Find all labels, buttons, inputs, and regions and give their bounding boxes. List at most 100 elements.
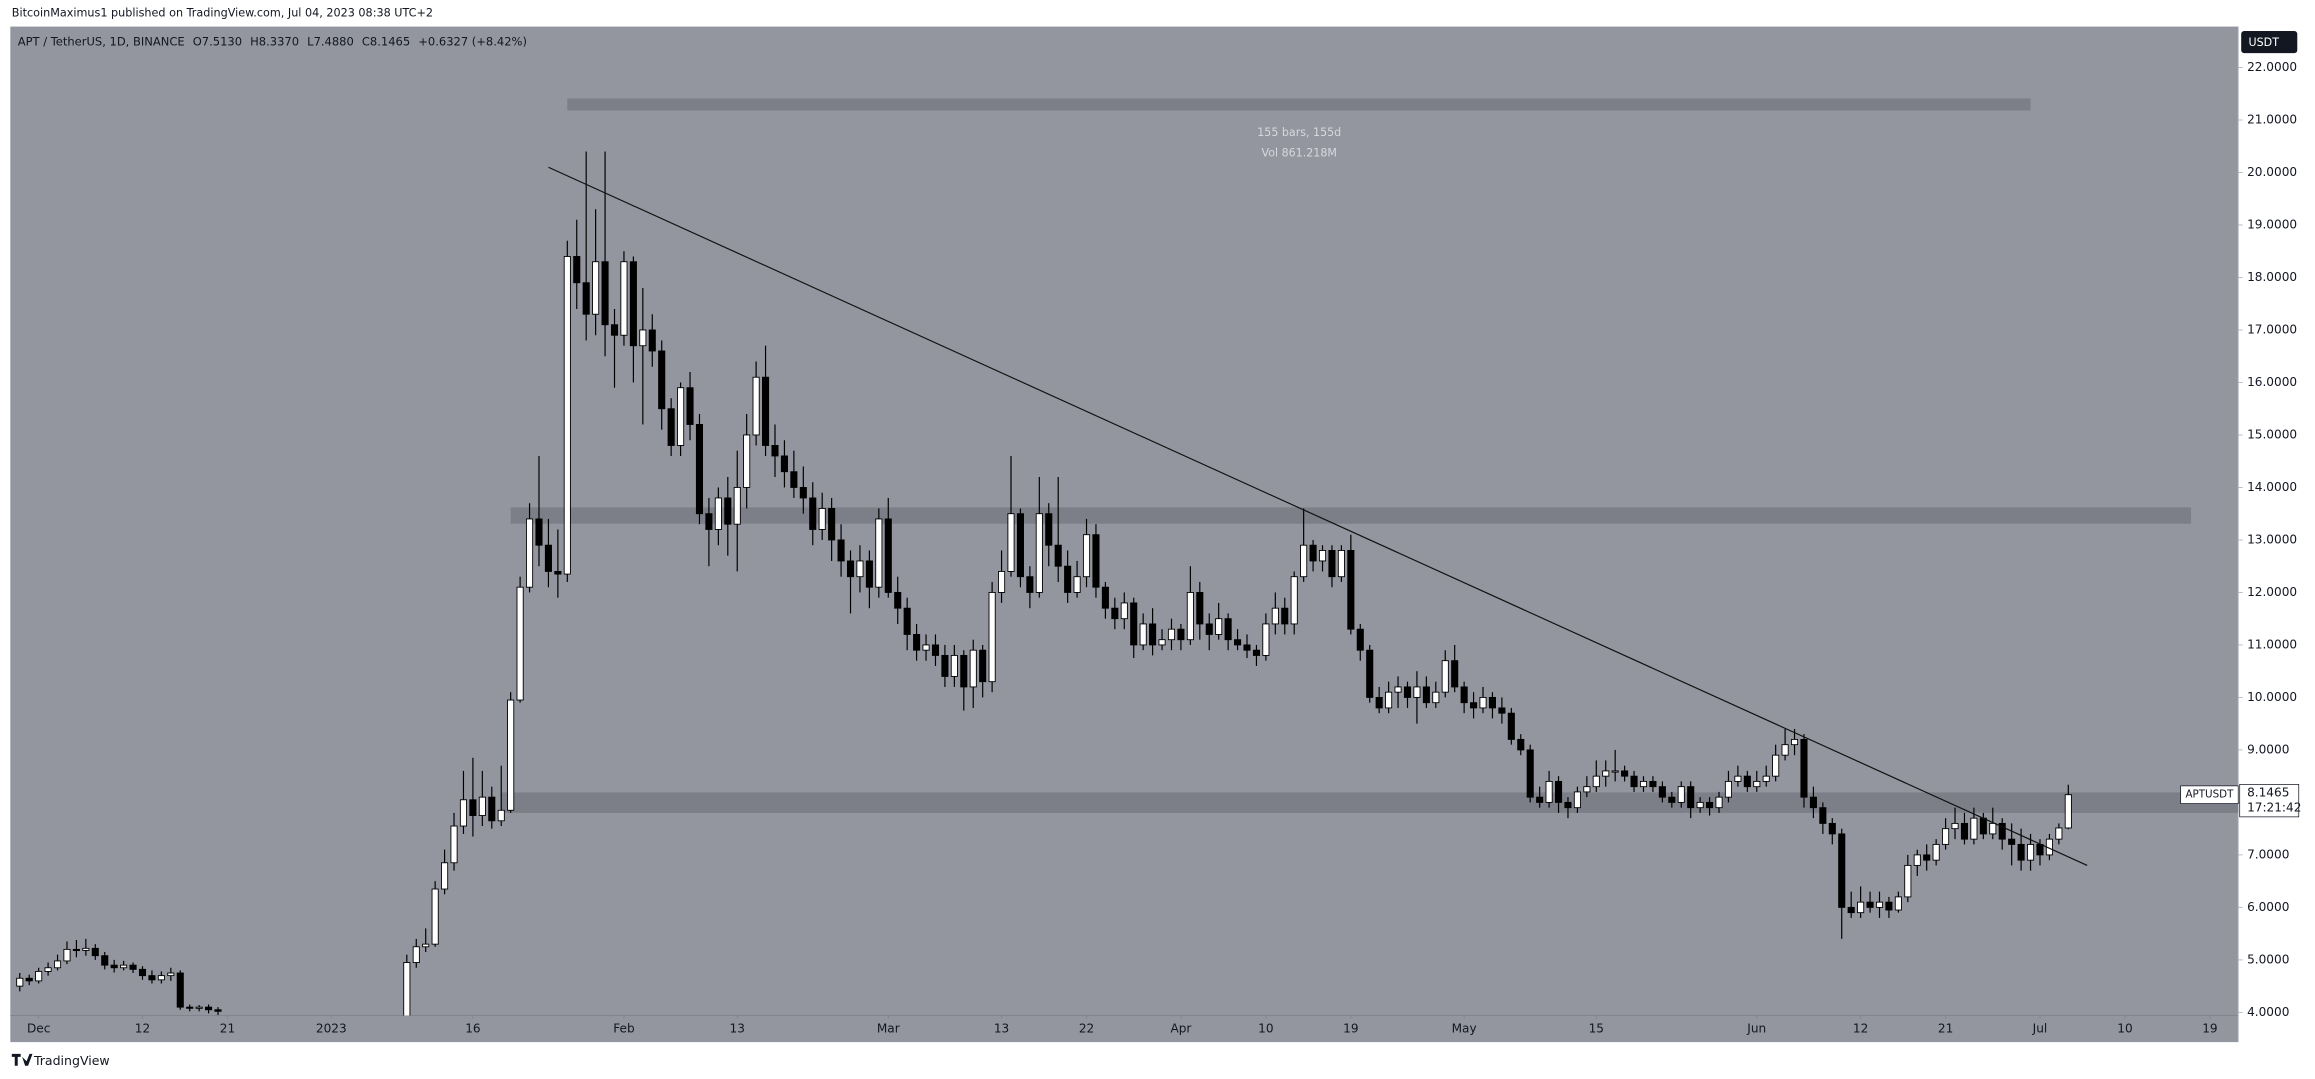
- candle-body-down: [1621, 770, 1629, 777]
- price-tag-value: 8.1465: [2247, 786, 2289, 800]
- candle-body-down: [138, 968, 147, 977]
- y-tick-label: 7.0000: [2247, 847, 2289, 861]
- candle-body-down: [960, 654, 968, 688]
- candle-body-down: [837, 539, 845, 562]
- candle-body-down: [186, 1006, 194, 1009]
- candle-body-up: [478, 796, 486, 816]
- candle-body-up: [856, 560, 864, 578]
- candle-body-down: [1507, 712, 1515, 740]
- x-tick-label: 15: [1589, 1021, 1604, 1035]
- candle-body-down: [110, 964, 118, 969]
- plot-area: [16, 98, 2239, 1016]
- candle-body-up: [1413, 686, 1421, 698]
- candle-body-up: [1696, 801, 1704, 809]
- legend-key: H: [250, 34, 259, 48]
- currency-badge: [2241, 30, 2298, 54]
- symbol-tag-label: APTUSDT: [2185, 789, 2234, 801]
- candle-body-up: [1082, 534, 1091, 578]
- candle-body-down: [884, 518, 892, 593]
- candle-body-up: [1677, 786, 1685, 803]
- candle-body-up: [422, 943, 430, 948]
- candle-body-down: [771, 445, 779, 457]
- plot-background: [10, 26, 2239, 1043]
- candle-body-down: [1252, 649, 1260, 656]
- candle-body-down: [129, 964, 137, 970]
- candle-body-down: [582, 282, 590, 315]
- measure-bars: 155 bars, 155d: [1257, 126, 1341, 139]
- candle-body-down: [535, 518, 543, 546]
- x-tick-label: May: [1452, 1021, 1477, 1035]
- candle-body-up: [441, 862, 449, 890]
- y-tick-label: 6.0000: [2247, 900, 2289, 914]
- candle-body-up: [82, 947, 90, 951]
- legend-key: O: [193, 34, 202, 48]
- price-tag-countdown: 17:21:42: [2247, 801, 2301, 815]
- candle-body-up: [1394, 686, 1402, 693]
- legend-key: L: [307, 34, 314, 48]
- candle-body-down: [1177, 628, 1185, 641]
- candle-body-down: [941, 654, 949, 677]
- candle-body-down: [799, 487, 807, 499]
- candle-body-up: [752, 376, 760, 436]
- candle-body-down: [1536, 796, 1544, 803]
- candle-body-down: [1470, 702, 1478, 709]
- candle-body-up: [1611, 770, 1619, 773]
- candle-body-down: [629, 261, 637, 347]
- candle-body-up: [120, 964, 128, 969]
- candle-body-up: [63, 948, 71, 962]
- candle-body-up: [44, 967, 52, 972]
- candle-body-down: [809, 497, 817, 530]
- candle-body-down: [1196, 591, 1204, 625]
- candle-body-down: [1743, 775, 1751, 788]
- candle-body-down: [1979, 817, 1987, 835]
- y-tick-label: 4.0000: [2247, 1005, 2289, 1019]
- candle-body-up: [1753, 780, 1761, 788]
- zone: [501, 792, 2239, 813]
- candle-body-up: [1318, 550, 1327, 562]
- candle-body-down: [1328, 550, 1336, 578]
- x-tick-label: 2023: [316, 1021, 347, 1035]
- candle-body-down: [658, 350, 666, 410]
- candle-body-down: [1885, 901, 1893, 911]
- x-tick-label: 10: [2117, 1021, 2132, 1035]
- candle-body-down: [101, 955, 109, 966]
- candle-body-down: [780, 455, 788, 473]
- x-tick-label: 19: [1343, 1021, 1358, 1035]
- candle-body-down: [1658, 786, 1666, 798]
- candle-body-down: [724, 497, 732, 525]
- candle-body-down: [1054, 544, 1062, 567]
- candle-body-up: [1772, 754, 1780, 777]
- candle-body-up: [677, 387, 685, 446]
- candle-body-up: [922, 644, 930, 651]
- candle-body-down: [214, 1009, 222, 1012]
- candle-body-up: [1441, 660, 1449, 693]
- candle-body-down: [913, 633, 921, 651]
- x-tick-label: 10: [1258, 1021, 1273, 1035]
- candle-body-down: [573, 256, 581, 284]
- candle-body-down: [25, 977, 33, 982]
- candle-body-down: [1687, 786, 1695, 809]
- x-tick-label: Apr: [1170, 1021, 1191, 1035]
- candle-body-up: [1951, 822, 1959, 830]
- candle-body-down: [1092, 534, 1100, 588]
- candle-body-down: [1998, 822, 2006, 840]
- candle-body-up: [1790, 738, 1799, 746]
- candle-body-down: [846, 560, 855, 578]
- candle-body-up: [1120, 602, 1128, 620]
- candle-body-up: [1073, 576, 1081, 593]
- y-tick-label: 13.0000: [2247, 532, 2297, 546]
- candle-body-up: [195, 1006, 203, 1009]
- symbol-tag: [2180, 785, 2239, 804]
- candle-body-up: [1894, 896, 1902, 911]
- candle-body-up: [639, 329, 647, 347]
- candle-body-up: [1432, 691, 1440, 704]
- candle-body-down: [762, 376, 770, 446]
- candle-body-down: [488, 796, 496, 822]
- zone: [567, 98, 2031, 111]
- x-tick-label: Jul: [2032, 1021, 2048, 1035]
- x-tick-label: Mar: [877, 1021, 900, 1035]
- candle-body-up: [2064, 794, 2072, 829]
- x-tick-label: 16: [465, 1021, 480, 1035]
